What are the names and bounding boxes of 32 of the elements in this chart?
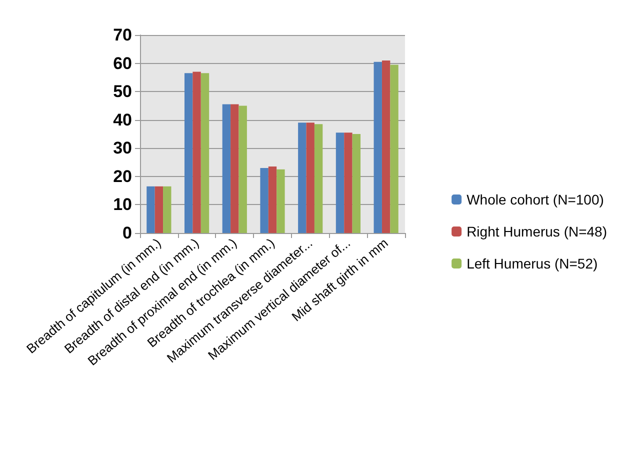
bar — [298, 122, 306, 233]
legend-label: Right Humerus (N=48) — [466, 224, 607, 240]
bar — [390, 64, 398, 233]
y-tick-label: 70 — [113, 26, 132, 44]
bar — [336, 132, 344, 233]
bar — [222, 104, 231, 233]
bar — [163, 186, 172, 233]
legend-label: Left Humerus (N=52) — [466, 256, 598, 272]
y-tick-label: 30 — [113, 138, 132, 158]
bar — [374, 62, 382, 233]
y-tick-label: 40 — [113, 110, 132, 130]
bar — [344, 132, 352, 233]
y-tick-label: 60 — [113, 54, 132, 73]
bar — [192, 72, 201, 233]
legend-label: Whole cohort (N=100) — [466, 192, 604, 208]
bar — [230, 104, 239, 233]
bar — [200, 73, 210, 233]
bar — [306, 122, 314, 233]
bar — [352, 134, 361, 233]
bar — [382, 60, 390, 233]
bar — [260, 168, 268, 233]
bar — [146, 186, 155, 233]
y-tick-label: 0 — [122, 224, 132, 242]
bar — [268, 166, 277, 233]
bar — [276, 169, 285, 233]
bar — [184, 73, 193, 233]
y-tick-label: 20 — [113, 166, 132, 186]
bar — [314, 124, 323, 233]
bar — [238, 106, 247, 233]
y-tick-label: 50 — [113, 82, 132, 102]
bar — [154, 186, 164, 233]
y-tick-label: 10 — [113, 195, 132, 214]
